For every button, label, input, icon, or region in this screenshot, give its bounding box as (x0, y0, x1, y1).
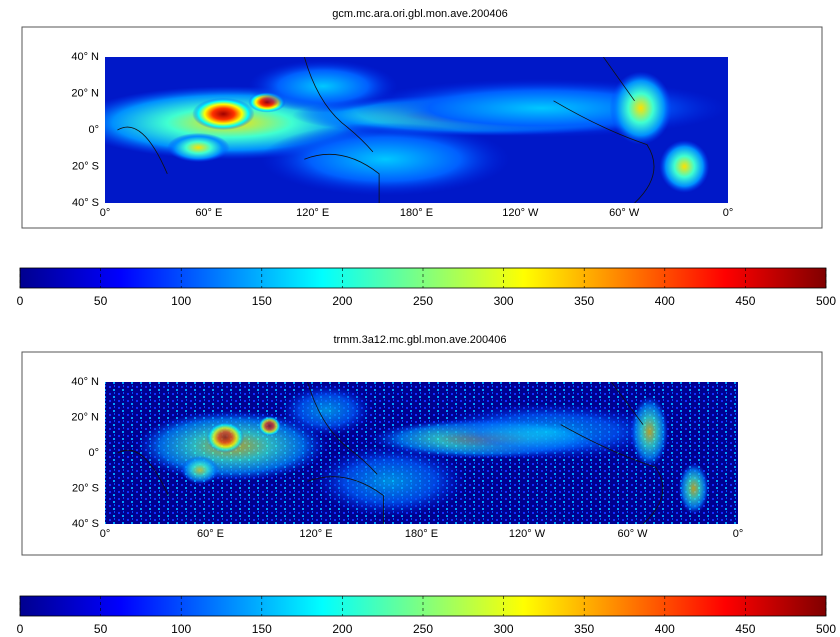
precip-blob (630, 396, 669, 468)
colorbar-tick-label: 200 (332, 622, 352, 636)
lon-label: 60° E (195, 207, 222, 219)
colorbar-tick-label: 400 (655, 622, 675, 636)
colorbar-tick-label: 500 (816, 294, 836, 308)
lon-label: 120° E (299, 528, 332, 540)
precip-blob (167, 132, 230, 163)
lon-label: 60° E (197, 528, 224, 540)
colorbar-tick-label: 100 (171, 294, 191, 308)
colorbar-tick-label: 250 (413, 622, 433, 636)
lon-label: 180° E (400, 207, 433, 219)
precip-blob (192, 97, 255, 130)
lon-label: 0° (733, 528, 744, 540)
lon-label: 60° W (617, 528, 648, 540)
colorbar-tick-label: 0 (17, 294, 24, 308)
lat-label: 20° N (71, 411, 99, 423)
lat-label: 20° S (72, 160, 99, 172)
precip-blob (659, 140, 710, 193)
panel-title: gcm.mc.ara.ori.gbl.mon.ave.200406 (332, 8, 507, 20)
precip-field (105, 57, 728, 203)
lon-label: 120° W (502, 207, 539, 219)
lon-label: 0° (723, 207, 734, 219)
precip-blob (260, 122, 510, 196)
precip-blob (180, 455, 219, 485)
lon-label: 120° E (296, 207, 329, 219)
precip-field (117, 382, 709, 524)
lon-label: 60° W (609, 207, 640, 219)
precip-blob (280, 384, 373, 436)
lat-label: 0° (88, 447, 99, 459)
coastline (117, 382, 664, 524)
colorbar-tick-label: 150 (252, 622, 272, 636)
lat-label: 0° (88, 124, 99, 136)
lon-label: 0° (100, 528, 111, 540)
colorbar-tick-label: 500 (816, 622, 836, 636)
colorbar-tick-label: 50 (94, 294, 108, 308)
lon-label: 120° W (509, 528, 546, 540)
colorbar-tick-label: 400 (655, 294, 675, 308)
map-image (105, 57, 728, 203)
colorbar-tick-label: 150 (252, 294, 272, 308)
lat-label: 40° S (72, 518, 99, 530)
colorbar-tick-label: 100 (171, 622, 191, 636)
coastline (117, 57, 655, 203)
precip-blob (678, 462, 709, 515)
lat-label: 40° N (71, 376, 99, 388)
colorbar-tick-label: 0 (17, 622, 24, 636)
lat-label: 40° N (71, 51, 99, 63)
colorbar-tick-label: 50 (94, 622, 108, 636)
colorbar-tick-label: 200 (332, 294, 352, 308)
colorbar-tick-label: 300 (494, 294, 514, 308)
colorbar-tick-label: 250 (413, 294, 433, 308)
colorbar-tick-label: 300 (494, 622, 514, 636)
precip-blob (609, 71, 672, 145)
precip-blob (206, 421, 245, 453)
lon-label: 0° (100, 207, 111, 219)
precip-blob (258, 416, 281, 436)
colorbar-tick-label: 350 (574, 294, 594, 308)
precip-blob (313, 445, 466, 517)
precip-blob (248, 59, 398, 113)
colorbar-tick-label: 450 (735, 294, 755, 308)
lat-label: 20° N (71, 87, 99, 99)
precip-blob (434, 403, 663, 461)
panel-title: trmm.3a12.mc.gbl.mon.ave.200406 (333, 334, 506, 346)
colorbar-tick-label: 350 (574, 622, 594, 636)
colorbar-tick-label: 450 (735, 622, 755, 636)
lat-label: 40° S (72, 197, 99, 209)
map-image (105, 382, 738, 524)
lon-label: 180° E (405, 528, 438, 540)
lat-label: 20° S (72, 482, 99, 494)
